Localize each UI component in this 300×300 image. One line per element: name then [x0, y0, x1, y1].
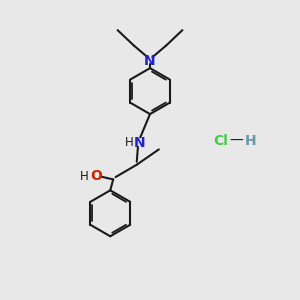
Text: H: H: [80, 170, 89, 183]
Text: —: —: [229, 134, 243, 148]
Text: O: O: [91, 169, 102, 184]
Text: H: H: [125, 136, 134, 149]
Text: Cl: Cl: [213, 134, 228, 148]
Text: N: N: [144, 54, 156, 68]
Text: N: N: [133, 136, 145, 150]
Text: H: H: [244, 134, 256, 148]
